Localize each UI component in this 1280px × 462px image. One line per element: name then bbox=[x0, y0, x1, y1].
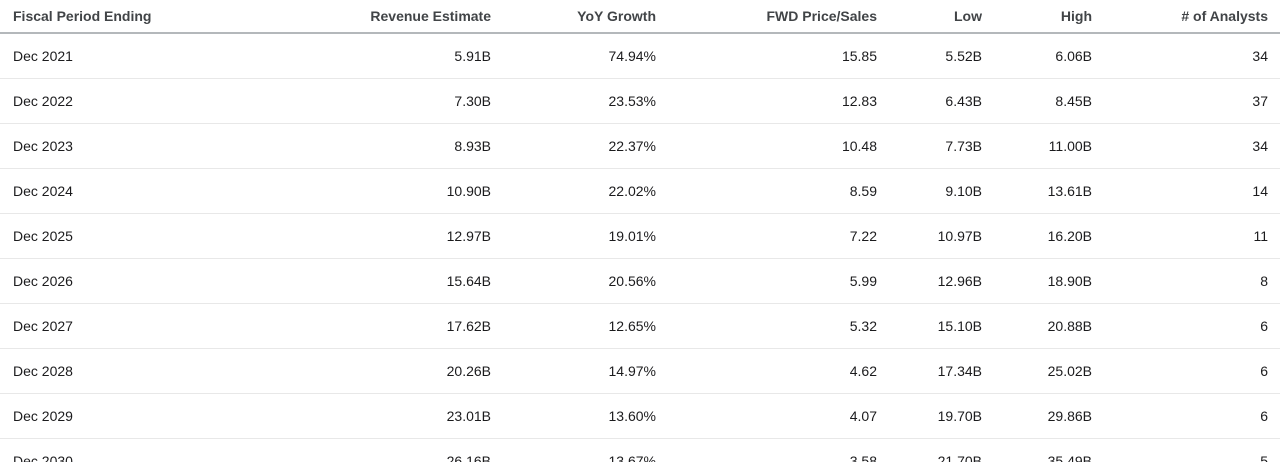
col-header-low: Low bbox=[877, 0, 982, 34]
high-cell: 6.06B bbox=[982, 33, 1092, 79]
table-row: Dec 2022 7.30B 23.53% 12.83 6.43B 8.45B … bbox=[0, 78, 1280, 124]
fiscal-period-cell: Dec 2027 bbox=[0, 303, 220, 349]
revenue-estimate-cell: 12.97B bbox=[220, 213, 491, 259]
analysts-cell: 6 bbox=[1092, 348, 1280, 394]
yoy-growth-cell: 13.67% bbox=[608, 453, 656, 462]
analysts-cell: 8 bbox=[1092, 258, 1280, 304]
fwd-price-sales-cell: 5.99 bbox=[656, 258, 877, 304]
revenue-estimate-cell: 26.16B bbox=[446, 453, 491, 462]
revenue-estimate-cell: 7.30B bbox=[220, 78, 491, 124]
fwd-price-sales-cell: 8.59 bbox=[656, 168, 877, 214]
table-row: Dec 2027 17.62B 12.65% 5.32 15.10B 20.88… bbox=[0, 303, 1280, 349]
yoy-growth-cell: 12.65% bbox=[491, 303, 656, 349]
low-cell: 21.70B bbox=[937, 453, 982, 462]
table-row: Dec 2028 20.26B 14.97% 4.62 17.34B 25.02… bbox=[0, 348, 1280, 394]
table-header: Fiscal Period Ending Revenue Estimate Yo… bbox=[0, 0, 1280, 34]
col-header-yoy-growth: YoY Growth bbox=[491, 0, 656, 34]
low-cell: 19.70B bbox=[877, 393, 982, 439]
fiscal-period-cell: Dec 2024 bbox=[0, 168, 220, 214]
analysts-cell: 11 bbox=[1092, 213, 1280, 259]
analysts-cell: 14 bbox=[1092, 168, 1280, 214]
high-cell: 20.88B bbox=[982, 303, 1092, 349]
analysts-cell: 34 bbox=[1092, 123, 1280, 169]
high-cell: 11.00B bbox=[982, 123, 1092, 169]
yoy-growth-cell: 22.02% bbox=[491, 168, 656, 214]
table-row: Dec 2030 26.16B 13.67% 3.58 21.70B 35.49… bbox=[0, 439, 1280, 462]
fiscal-period-cell: Dec 2030 bbox=[13, 453, 73, 462]
col-header-num-analysts: # of Analysts bbox=[1092, 0, 1280, 34]
fiscal-period-cell: Dec 2026 bbox=[0, 258, 220, 304]
fwd-price-sales-cell: 3.58 bbox=[849, 453, 877, 462]
fwd-price-sales-cell: 10.48 bbox=[656, 123, 877, 169]
table-row: Dec 2029 23.01B 13.60% 4.07 19.70B 29.86… bbox=[0, 393, 1280, 439]
fwd-price-sales-cell: 5.32 bbox=[656, 303, 877, 349]
analysts-cell: 34 bbox=[1092, 33, 1280, 79]
yoy-growth-cell: 23.53% bbox=[491, 78, 656, 124]
table-row: Dec 2021 5.91B 74.94% 15.85 5.52B 6.06B … bbox=[0, 33, 1280, 79]
fiscal-period-cell: Dec 2025 bbox=[0, 213, 220, 259]
fiscal-period-cell: Dec 2022 bbox=[0, 78, 220, 124]
fiscal-period-cell: Dec 2029 bbox=[0, 393, 220, 439]
fwd-price-sales-cell: 12.83 bbox=[656, 78, 877, 124]
fwd-price-sales-cell: 4.62 bbox=[656, 348, 877, 394]
revenue-estimate-cell: 17.62B bbox=[220, 303, 491, 349]
revenue-estimate-cell: 5.91B bbox=[220, 33, 491, 79]
fiscal-period-cell: Dec 2023 bbox=[0, 123, 220, 169]
high-cell: 18.90B bbox=[982, 258, 1092, 304]
revenue-estimate-cell: 20.26B bbox=[220, 348, 491, 394]
revenue-estimate-cell: 10.90B bbox=[220, 168, 491, 214]
table-row: Dec 2025 12.97B 19.01% 7.22 10.97B 16.20… bbox=[0, 213, 1280, 259]
fwd-price-sales-cell: 4.07 bbox=[656, 393, 877, 439]
table-row: Dec 2026 15.64B 20.56% 5.99 12.96B 18.90… bbox=[0, 258, 1280, 304]
analysts-cell: 5 bbox=[1260, 453, 1268, 462]
low-cell: 9.10B bbox=[877, 168, 982, 214]
fiscal-period-cell: Dec 2028 bbox=[0, 348, 220, 394]
table-body: Dec 2021 5.91B 74.94% 15.85 5.52B 6.06B … bbox=[0, 33, 1280, 462]
high-cell: 16.20B bbox=[982, 213, 1092, 259]
low-cell: 10.97B bbox=[877, 213, 982, 259]
low-cell: 15.10B bbox=[877, 303, 982, 349]
yoy-growth-cell: 20.56% bbox=[491, 258, 656, 304]
table-row: Dec 2024 10.90B 22.02% 8.59 9.10B 13.61B… bbox=[0, 168, 1280, 214]
yoy-growth-cell: 14.97% bbox=[491, 348, 656, 394]
revenue-estimate-cell: 15.64B bbox=[220, 258, 491, 304]
col-header-fwd-price-sales: FWD Price/Sales bbox=[656, 0, 877, 34]
low-cell: 12.96B bbox=[877, 258, 982, 304]
col-header-high: High bbox=[982, 0, 1092, 34]
analysts-cell: 6 bbox=[1092, 303, 1280, 349]
high-cell: 29.86B bbox=[982, 393, 1092, 439]
yoy-growth-cell: 74.94% bbox=[491, 33, 656, 79]
high-cell: 25.02B bbox=[982, 348, 1092, 394]
high-cell: 13.61B bbox=[982, 168, 1092, 214]
header-row: Fiscal Period Ending Revenue Estimate Yo… bbox=[0, 0, 1280, 34]
revenue-estimate-cell: 8.93B bbox=[220, 123, 491, 169]
analysts-cell: 6 bbox=[1092, 393, 1280, 439]
col-header-revenue-estimate: Revenue Estimate bbox=[220, 0, 491, 34]
yoy-growth-cell: 22.37% bbox=[491, 123, 656, 169]
fwd-price-sales-cell: 15.85 bbox=[656, 33, 877, 79]
fwd-price-sales-cell: 7.22 bbox=[656, 213, 877, 259]
table-row: Dec 2023 8.93B 22.37% 10.48 7.73B 11.00B… bbox=[0, 123, 1280, 169]
high-cell: 35.49B bbox=[1047, 453, 1092, 462]
yoy-growth-cell: 19.01% bbox=[491, 213, 656, 259]
col-header-fiscal-period-ending: Fiscal Period Ending bbox=[0, 0, 220, 34]
low-cell: 17.34B bbox=[877, 348, 982, 394]
low-cell: 7.73B bbox=[877, 123, 982, 169]
low-cell: 5.52B bbox=[877, 33, 982, 79]
high-cell: 8.45B bbox=[982, 78, 1092, 124]
analysts-cell: 37 bbox=[1092, 78, 1280, 124]
fiscal-period-cell: Dec 2021 bbox=[0, 33, 220, 79]
yoy-growth-cell: 13.60% bbox=[491, 393, 656, 439]
low-cell: 6.43B bbox=[877, 78, 982, 124]
revenue-estimate-cell: 23.01B bbox=[220, 393, 491, 439]
